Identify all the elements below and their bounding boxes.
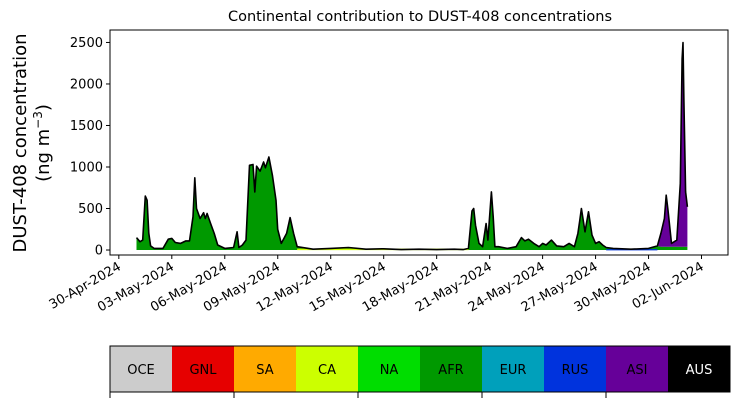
y-axis-label: DUST-408 concentration [10,33,31,252]
axes: 0500100015002000250030-Apr-202403-May-20… [47,29,729,315]
y-tick-label: 1000 [70,160,103,175]
plot-frame [109,29,729,256]
legend-swatch-gnl [172,346,235,392]
legend-swatch-afr [420,346,483,392]
y-tick-label: 1500 [70,119,103,134]
legend-frame [109,345,731,393]
legend-label-ca: CA [318,363,336,378]
legend: OCE GNL SA CA NA AFR EUR RUS ASI AUS [109,345,731,398]
legend-label-asi: ASI [627,363,648,378]
legend-label-aus: AUS [686,363,713,378]
legend-swatch-aus [668,346,731,392]
y-tick-label: 500 [78,202,103,217]
legend-swatch-rus [544,346,607,392]
legend-label-afr: AFR [438,363,463,378]
legend-label-sa: SA [256,363,273,378]
legend-label-eur: EUR [500,363,527,378]
legend-label-oce: OCE [127,363,155,378]
y-axis-units: (ng m−3) [31,104,54,182]
legend-label-gnl: GNL [189,363,217,378]
y-axis-units-sup: −3 [31,111,45,129]
y-axis-units-main: (ng m [33,129,54,182]
plot-area [135,41,689,251]
legend-label-na: NA [380,363,399,378]
chart-title: Continental contribution to DUST-408 con… [228,9,612,25]
series-total-line [135,41,689,251]
legend-swatch-asi [606,346,669,392]
series-area-afr [136,157,688,251]
legend-label-rus: RUS [562,363,589,378]
legend-swatch-ca [296,346,359,392]
legend-swatch-eur [482,346,545,392]
y-tick-label: 0 [95,244,103,259]
legend-swatch-oce [110,346,173,392]
legend-swatch-sa [234,346,297,392]
y-tick-label: 2500 [70,36,103,51]
y-tick-label: 2000 [70,77,103,92]
legend-swatch-na [358,346,421,392]
y-axis-label-line1: DUST-408 concentration [10,33,31,252]
y-axis-units-close: ) [33,104,54,111]
